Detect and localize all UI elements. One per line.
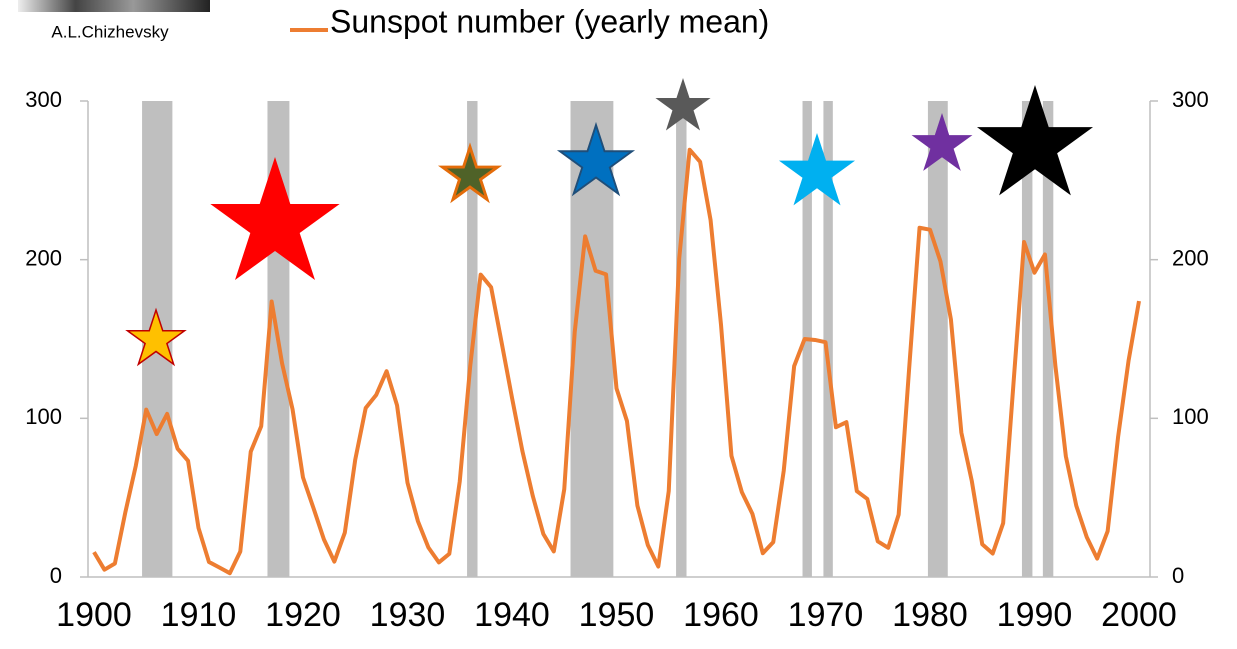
- y-tick-label: 300: [25, 87, 62, 112]
- legend: Sunspot number (yearly mean): [290, 3, 769, 39]
- shaded-period: [1042, 101, 1054, 577]
- x-tick-label: 1920: [265, 596, 341, 634]
- y2-tick-label: 300: [1172, 87, 1209, 112]
- x-tick-label: 1900: [56, 596, 132, 634]
- shaded-period: [1021, 101, 1033, 577]
- sunspot-line: [92, 147, 1141, 576]
- shaded-period: [927, 101, 948, 577]
- shaded-period: [676, 101, 687, 577]
- star: [778, 133, 856, 206]
- x-tick-label: 1950: [579, 596, 655, 634]
- portrait-photo: [18, 0, 210, 12]
- x-tick-label: 1970: [788, 596, 864, 634]
- y-tick-label: 100: [25, 404, 62, 429]
- y2-tick-label: 200: [1172, 245, 1209, 270]
- y-tick-label: 200: [25, 245, 62, 270]
- x-tick-label: 1910: [161, 596, 237, 634]
- plot: [92, 147, 1141, 576]
- star: [976, 85, 1094, 196]
- shaded-period: [823, 101, 833, 577]
- x-tick-label: 1990: [997, 596, 1073, 634]
- caption: A.L.Chizhevsky: [51, 22, 169, 41]
- y-tick-label: 0: [50, 563, 62, 588]
- x-tick-label: 1980: [892, 596, 968, 634]
- x-tick-label: 1940: [474, 596, 550, 634]
- y2-tick-label: 0: [1172, 563, 1184, 588]
- x-tick-label: 1930: [370, 596, 446, 634]
- y2-tick-label: 100: [1172, 404, 1209, 429]
- x-tick-label: 1960: [683, 596, 759, 634]
- x-tick-label: 2000: [1101, 596, 1177, 634]
- legend-label: Sunspot number (yearly mean): [330, 3, 769, 39]
